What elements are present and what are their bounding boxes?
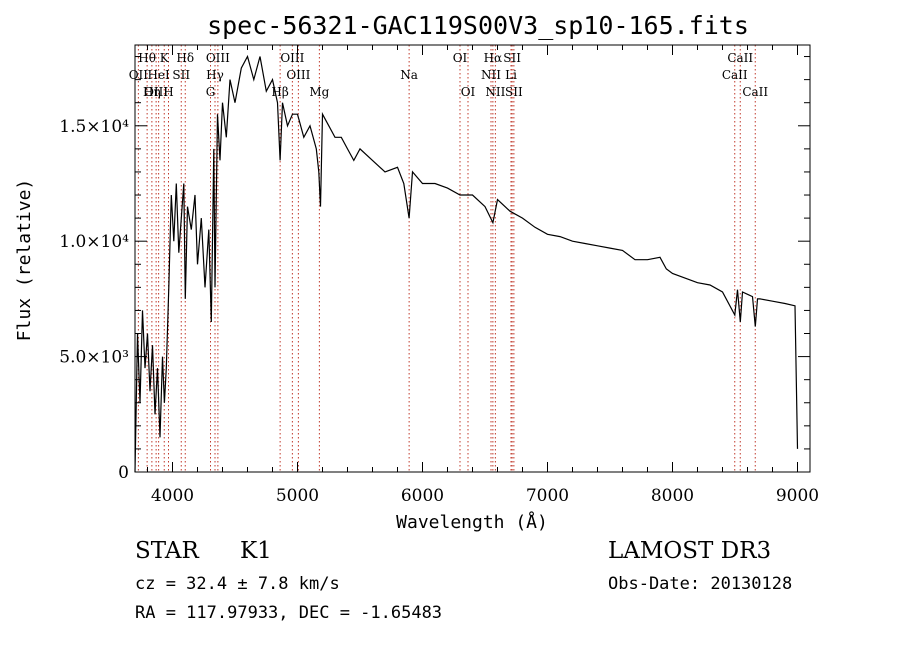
line-label: CaII <box>742 85 768 99</box>
line-label: OIII <box>286 68 310 82</box>
line-label: NII <box>485 85 505 99</box>
plot-frame <box>134 44 811 473</box>
line-label: OI <box>453 51 468 65</box>
line-label: G <box>206 85 216 99</box>
x-tick-label: 4000 <box>151 486 194 506</box>
line-label: CaII <box>722 68 748 82</box>
y-tick-label: 1.5×10⁴ <box>59 117 129 137</box>
line-label: Hδ <box>176 51 194 65</box>
x-axis-label: Wavelength (Å) <box>396 511 548 533</box>
y-axis-label: Flux (relative) <box>14 179 35 342</box>
line-label: Li <box>505 68 517 82</box>
line-label: OII <box>129 68 149 82</box>
line-label: OI <box>461 85 476 99</box>
line-label: HeI <box>147 68 170 82</box>
observation-date: Obs-Date: 20130128 <box>608 574 793 594</box>
sky-coordinates: RA = 117.97933, DEC = -1.65483 <box>135 603 443 623</box>
x-axis: 4000 5000 6000 7000 8000 9000 <box>147 45 819 506</box>
y-tick-label: 0 <box>118 463 129 483</box>
line-label: Na <box>400 68 418 82</box>
line-label: H <box>163 85 173 99</box>
y-axis: 0 5.0×10³ 1.0×10⁴ 1.5×10⁴ <box>59 56 810 483</box>
line-label: CaII <box>727 51 753 65</box>
y-tick-label: 5.0×10³ <box>59 348 129 368</box>
line-label: K <box>160 51 170 65</box>
survey-name: LAMOST DR3 <box>608 538 772 564</box>
line-label: SII <box>172 68 190 82</box>
line-label: OIII <box>206 51 230 65</box>
line-label: Hγ <box>206 68 224 82</box>
x-tick-label: 7000 <box>526 486 569 506</box>
line-label: Hθ <box>138 51 156 65</box>
chart-title: spec-56321-GAC119S00V3_sp10-165.fits <box>207 11 749 40</box>
redshift-cz: cz = 32.4 ± 7.8 km/s <box>135 574 340 594</box>
line-label: Mg <box>309 85 329 99</box>
line-label: SII <box>505 85 523 99</box>
y-tick-label: 1.0×10⁴ <box>59 232 129 252</box>
object-subclass: K1 <box>240 538 272 564</box>
line-label: OIII <box>144 85 168 99</box>
line-label: NII <box>481 68 501 82</box>
x-tick-label: 6000 <box>401 486 444 506</box>
line-label: Hα <box>484 51 503 65</box>
object-class: STAR <box>135 538 199 564</box>
line-label: Hη <box>143 85 161 99</box>
x-tick-label: 9000 <box>776 486 819 506</box>
line-label: OIII <box>280 51 304 65</box>
line-label: SII <box>503 51 521 65</box>
emission-line-markers <box>137 45 756 472</box>
x-tick-label: 8000 <box>651 486 694 506</box>
spectrum-line <box>134 54 799 473</box>
x-tick-label: 5000 <box>276 486 319 506</box>
